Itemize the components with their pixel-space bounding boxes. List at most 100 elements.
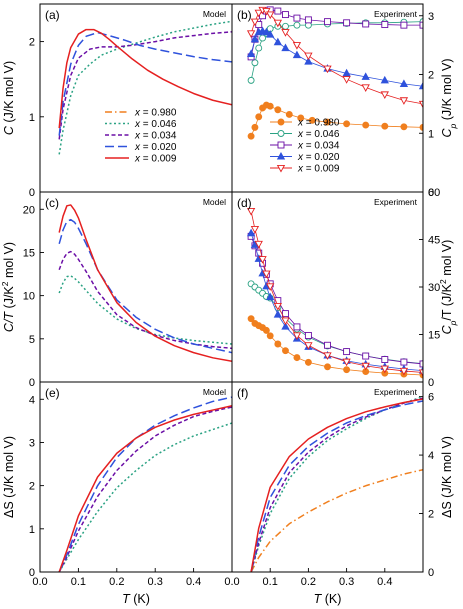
y-tick-label: 10 xyxy=(23,291,35,303)
series-line-x0046 xyxy=(58,422,232,572)
series-line-x0009 xyxy=(58,204,232,363)
data-point-x0009 xyxy=(273,302,282,311)
x-tick-label: 0.3 xyxy=(339,576,354,588)
data-point-x0980 xyxy=(400,123,408,131)
data-point-x0980 xyxy=(255,113,263,121)
y-tick-label: 5 xyxy=(29,334,35,346)
data-point-x0020 xyxy=(250,34,260,43)
data-point-x0009 xyxy=(304,52,313,61)
data-point-x0009 xyxy=(281,29,290,37)
panel-tag: Model xyxy=(203,387,226,397)
data-point-x0034 xyxy=(381,356,389,363)
y-tick-label: 15 xyxy=(428,330,440,342)
data-point-x0009 xyxy=(250,18,260,27)
y-tick-label: 4 xyxy=(428,450,434,462)
data-point-x0009 xyxy=(254,9,263,18)
data-point-x0020 xyxy=(246,228,256,237)
data-point-x0020 xyxy=(246,49,256,57)
data-point-x0009 xyxy=(361,84,370,92)
y-tick-label: 0 xyxy=(428,187,434,199)
data-point-x0980 xyxy=(247,132,255,140)
data-point-x0046 xyxy=(293,21,301,29)
data-point-x0009 xyxy=(399,97,409,105)
data-point-x0980 xyxy=(343,366,351,374)
y-tick-label: 0 xyxy=(29,377,35,389)
data-point-x0034 xyxy=(419,360,423,368)
data-point-x0020 xyxy=(418,81,423,90)
series-connector-x0046 xyxy=(250,283,423,365)
panel-label: (b) xyxy=(237,8,252,22)
panel-label: (a) xyxy=(45,8,60,22)
data-point-x0980 xyxy=(343,120,351,128)
data-point-x0020 xyxy=(281,322,290,330)
data-point-x0020 xyxy=(266,292,275,301)
panel-d: 0 15 30 45 60 (d) Experiment Cp/T (J/K2 mol V) xyxy=(231,187,458,389)
panel-e: 0 1 2 3 4 0.0 0.1 0.2 0.3 0.4 (e) Model ΔS (J/K mol … xyxy=(2,381,233,606)
legend-label-x0009: x = 0.009 xyxy=(134,154,177,165)
data-point-x0009 xyxy=(418,100,423,109)
data-point-x0020 xyxy=(266,30,275,38)
y-tick-label: 15 xyxy=(23,247,35,259)
data-point-x0020 xyxy=(380,75,389,84)
data-point-x0020 xyxy=(273,37,282,46)
panel-tag: Model xyxy=(203,9,226,19)
series-connector-x0046 xyxy=(250,21,423,81)
series-line-x0034 xyxy=(250,397,423,572)
data-point-x0009 xyxy=(304,342,313,350)
series-line-x0046 xyxy=(250,395,423,572)
data-point-x0980 xyxy=(247,315,255,323)
y-axis-label: C/T (J/K2 mol V) xyxy=(0,242,16,332)
y-tick-label: 2 xyxy=(29,37,35,49)
data-point-x0009 xyxy=(380,91,389,100)
y-tick-label: 0 xyxy=(29,187,35,199)
y-tick-label: 2 xyxy=(29,481,35,493)
y-tick-label: 1 xyxy=(428,128,434,140)
plot-area-a xyxy=(58,20,232,155)
series-connector-x0020 xyxy=(250,233,423,371)
x-tick-label: 0.2 xyxy=(109,576,124,588)
data-point-x0009 xyxy=(262,270,271,279)
panel-tag: Model xyxy=(203,197,226,207)
data-point-x0034 xyxy=(293,323,301,331)
y-tick-label: 45 xyxy=(428,235,440,247)
plot-area-b xyxy=(246,6,423,140)
y-tick-label: 0 xyxy=(29,567,35,579)
series-line-x0009 xyxy=(250,398,423,572)
plot-area-e xyxy=(58,396,232,572)
data-point-x0009 xyxy=(246,207,256,216)
series-line-x0020 xyxy=(58,218,232,354)
axes-frame xyxy=(231,381,424,573)
data-point-x0009 xyxy=(281,317,290,326)
data-point-x0009 xyxy=(380,365,389,374)
data-point-x0980 xyxy=(274,340,282,348)
data-point-x0020 xyxy=(304,57,313,65)
panel-tag: Experiment xyxy=(374,387,418,397)
panel-f: 0 2 4 6 0.0 0.1 0.2 0.3 0.4 (f) Experiment ΔS (J/K … xyxy=(224,381,454,606)
x-axis-label: T (K) xyxy=(314,592,342,606)
series-connector-x0020 xyxy=(250,30,423,87)
series-line-x0046 xyxy=(58,275,232,345)
data-point-x0980 xyxy=(324,363,331,371)
data-point-x0020 xyxy=(342,68,351,77)
data-point-x0009 xyxy=(323,352,332,360)
x-axis-label: T (K) xyxy=(122,592,150,606)
data-point-x0980 xyxy=(297,114,305,122)
y-tick-label: 4 xyxy=(29,394,35,406)
data-point-x0009 xyxy=(418,369,423,378)
data-point-x0046 xyxy=(251,59,259,67)
data-point-x0009 xyxy=(292,42,302,50)
data-point-x0009 xyxy=(266,283,275,291)
legend-label-x0980: x = 0.980 xyxy=(297,118,340,129)
legend-label-x0034: x = 0.034 xyxy=(297,141,340,152)
data-point-x0020 xyxy=(399,79,409,87)
panel-tag: Experiment xyxy=(374,9,418,19)
data-point-x0009 xyxy=(342,358,351,367)
y-tick-label: 60 xyxy=(428,187,440,199)
data-point-x0009 xyxy=(258,256,267,264)
data-point-x0034 xyxy=(282,11,289,19)
y-axis-label: ΔS (J/K mol V) xyxy=(2,436,16,518)
data-point-x0980 xyxy=(308,116,316,124)
legend-marker-x0046 xyxy=(277,130,285,137)
